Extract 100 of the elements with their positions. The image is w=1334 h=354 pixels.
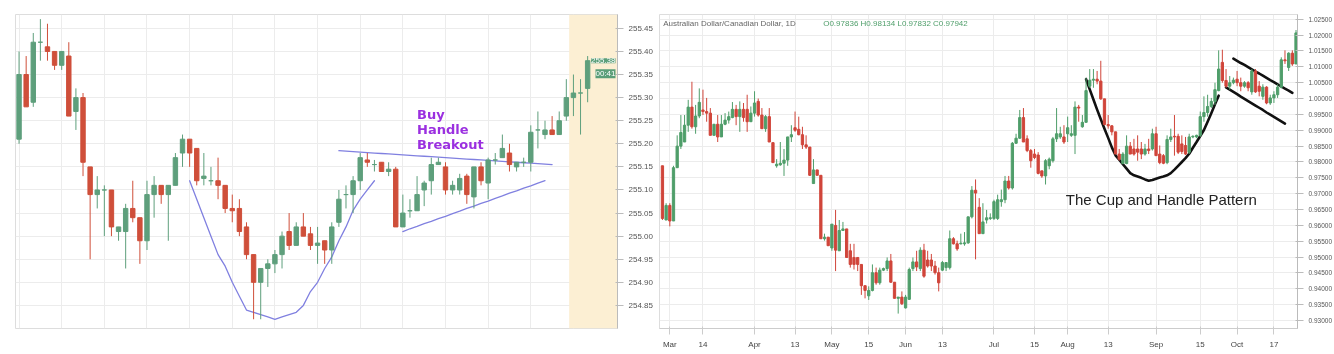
line-series [1232,57,1294,95]
candlestick [336,189,342,228]
candlestick [321,240,328,265]
candlestick [414,175,420,212]
x-tick-label: May [824,339,840,349]
candlestick [1283,49,1287,65]
x-tick-label: 13 [790,339,801,349]
y-tick-label: 254.90 [628,277,654,287]
candlestick [59,50,65,71]
candlestick [499,134,506,159]
candlestick [837,219,841,252]
candlestick [741,102,746,123]
candlestick [44,23,51,62]
candlestick [793,111,797,133]
candlestick [506,143,513,172]
candlestick [800,126,805,150]
candlestick [51,50,58,71]
x-tick-label: Jun [899,339,913,349]
candlestick [1150,128,1155,152]
x-tick-label: 17 [1269,339,1279,349]
candlestick [852,243,856,271]
candlestick [286,212,292,251]
candlestick [101,184,108,237]
y-tick-label: 255.15 [628,162,654,172]
candlestick [400,194,406,228]
candlestick [981,202,985,235]
candlestick [464,173,470,205]
annotation: Buy Handle Breakout [417,106,484,152]
candlestick [734,104,738,126]
candlestick [428,157,434,196]
candlestick [236,198,243,237]
x-tick-label: 15 [1030,339,1040,349]
y-tick-label: 255.30 [628,93,654,103]
x-tick-label: Mar [662,339,678,349]
y-tick-label: 255.10 [628,185,654,195]
x-tick-label: Apr [748,339,762,349]
y-tick-label: 255.45 [628,23,654,33]
candlestick [293,221,299,246]
candlestick [122,203,129,269]
candlestick [896,296,900,315]
candlestick [745,94,749,133]
candlestick [421,180,427,207]
candlestick [693,104,698,135]
annotation: 255.38 [591,56,617,66]
candlestick [300,212,307,237]
candlestick [1235,70,1239,87]
candlestick [1088,68,1092,89]
text: Australian Dollar/Canadian Dollar, 1D [663,18,796,28]
candlestick [1018,109,1022,140]
text: O0.97836 H0.98134 L0.97832 C0.97942 [823,18,969,28]
candlestick [329,221,335,265]
x-tick-label: 15 [1195,339,1206,349]
candlestick [73,87,79,131]
y-tick-label: 255.05 [628,208,654,218]
x-tick-label: Aug [1060,339,1075,349]
line-series [402,180,546,233]
candlestick [708,107,712,136]
candlestick [1250,68,1254,96]
x-tick-label: 15 [864,339,874,349]
candlestick [485,157,491,200]
candlestick [752,90,757,118]
candlestick [549,115,555,136]
x-tick-label: Oct [1230,339,1245,349]
candlestick [996,194,1000,221]
y-tick-label: 255.40 [628,46,654,56]
x-tick-label: Jul [988,339,1000,349]
candlestick [442,161,449,196]
candlestick [577,78,584,136]
candlestick [1091,68,1096,89]
candlestick [457,173,463,196]
candlestick [307,226,314,251]
annotation: The Cup and Handle Pattern [1065,190,1257,208]
line-series [1084,77,1220,182]
y-tick-label: 255.00 [628,231,654,241]
candlestick [716,114,720,143]
candlestick [1132,138,1136,157]
text: 00:41 [595,69,617,79]
candlestick [992,199,996,221]
candlestick [570,74,577,117]
candlestick [830,223,834,252]
candlestick [1220,49,1224,84]
y-tick-label: 254.95 [628,254,654,264]
candlestick [186,138,193,168]
candlestick [1253,68,1258,94]
x-tick-label: 14 [698,339,708,349]
candlestick [201,152,207,186]
candlestick [165,184,172,242]
y-tick-label: 254.85 [628,300,654,310]
candlestick [719,114,724,138]
candlestick [158,184,164,205]
y-tick-label: 255.35 [628,70,654,80]
candlestick [563,78,570,122]
candlestick [542,120,548,140]
candlestick [1003,175,1007,204]
candlestick [690,81,694,130]
y-tick-label: 255.25 [628,116,654,126]
line-series [188,180,376,320]
candlestick [478,161,484,186]
candlestick [556,110,562,136]
candlestick [668,202,672,227]
